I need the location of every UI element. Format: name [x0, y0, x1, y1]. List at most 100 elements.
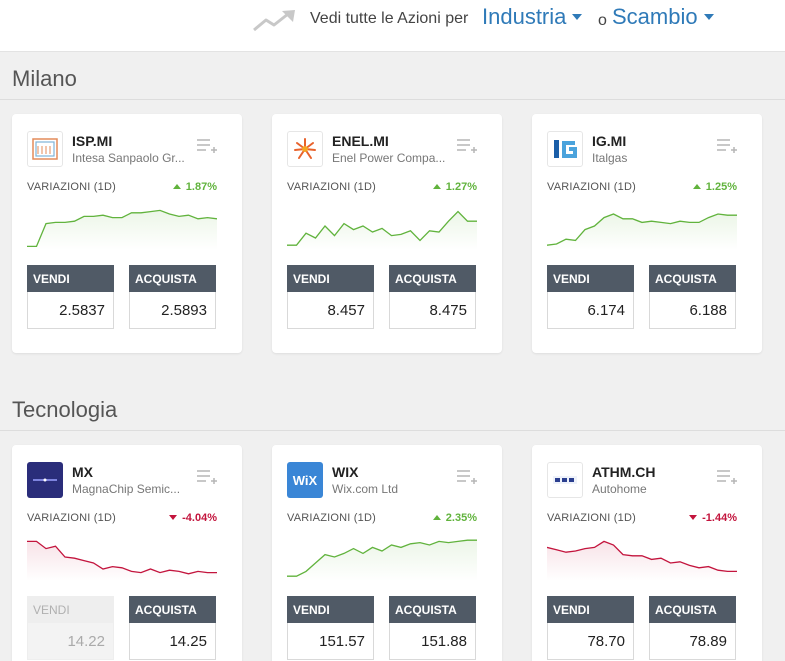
buy-button[interactable]: ACQUISTA 6.188 — [649, 265, 736, 329]
buy-button[interactable]: ACQUISTA 2.5893 — [129, 265, 216, 329]
instrument-card[interactable]: IG.MI Italgas VARIAZIONI (1D) 1.25% VEND… — [532, 114, 762, 353]
change-value: 1.27% — [445, 181, 477, 193]
sell-label: VENDI — [287, 265, 374, 292]
chevron-down-icon — [703, 14, 714, 21]
triangle-up-icon — [692, 183, 701, 189]
buy-label: ACQUISTA — [389, 265, 476, 292]
instrument-symbol[interactable]: ENEL.MI — [332, 133, 389, 149]
triangle-down-icon — [689, 514, 698, 520]
buy-button[interactable]: ACQUISTA 14.25 — [129, 596, 216, 660]
sell-label: VENDI — [547, 265, 634, 292]
change-percent: 1.87% — [172, 181, 217, 193]
industry-dropdown-label: Industria — [482, 4, 567, 29]
sell-button[interactable]: VENDI 8.457 — [287, 265, 374, 329]
company-name: Wix.com Ltd — [332, 482, 399, 496]
instrument-card[interactable]: WiX WIX Wix.com Ltd VARIAZIONI (1D) 2.35… — [272, 445, 502, 661]
italgas-logo — [547, 131, 583, 167]
instrument-card[interactable]: ENEL.MI Enel Power Compa... VARIAZIONI (… — [272, 114, 502, 353]
change-label: VARIAZIONI (1D) — [27, 512, 116, 524]
add-to-watchlist-icon[interactable] — [196, 469, 218, 485]
sparkline-chart — [27, 209, 217, 250]
industry-dropdown[interactable]: Industria — [482, 4, 583, 30]
buy-button[interactable]: ACQUISTA 151.88 — [389, 596, 476, 660]
instrument-symbol[interactable]: IG.MI — [592, 133, 627, 149]
isp-logo — [27, 131, 63, 167]
buy-label: ACQUISTA — [129, 596, 216, 623]
sparkline-chart — [287, 539, 477, 581]
exchange-dropdown[interactable]: Scambio — [612, 4, 714, 30]
instrument-symbol[interactable]: MX — [72, 464, 93, 480]
sparkline-line — [287, 539, 477, 577]
sparkline-area — [287, 211, 477, 250]
buy-label: ACQUISTA — [649, 596, 736, 623]
triangle-up-icon — [432, 183, 441, 189]
buy-price: 8.475 — [389, 292, 476, 329]
sell-price: 2.5837 — [27, 292, 114, 329]
buy-price: 14.25 — [129, 623, 216, 660]
company-name: MagnaChip Semic... — [72, 482, 181, 496]
add-to-watchlist-icon[interactable] — [716, 469, 738, 485]
instrument-card[interactable]: ATHM.CH Autohome VARIAZIONI (1D) -1.44% … — [532, 445, 762, 661]
or-text: o — [598, 12, 607, 29]
instrument-symbol[interactable]: ISP.MI — [72, 133, 113, 149]
sell-button[interactable]: VENDI 78.70 — [547, 596, 634, 660]
add-to-watchlist-icon[interactable] — [456, 138, 478, 154]
sparkline-line — [547, 540, 737, 573]
buy-button[interactable]: ACQUISTA 78.89 — [649, 596, 736, 660]
section-divider — [0, 430, 785, 431]
sell-price: 78.70 — [547, 623, 634, 660]
add-to-watchlist-icon[interactable] — [716, 138, 738, 154]
sell-label: VENDI — [27, 265, 114, 292]
section-title-tecnologia: Tecnologia — [12, 397, 118, 422]
wix-logo: WiX — [287, 462, 323, 498]
sparkline-chart — [547, 540, 737, 581]
sell-label: VENDI — [287, 596, 374, 623]
add-to-watchlist-icon[interactable] — [456, 469, 478, 485]
buy-label: ACQUISTA — [129, 265, 216, 292]
top-filter-bar: Vedi tutte le Azioni per Industria o Sca… — [0, 0, 785, 52]
buy-label: ACQUISTA — [389, 596, 476, 623]
exchange-dropdown-label: Scambio — [612, 4, 698, 29]
instrument-card[interactable]: ISP.MI Intesa Sanpaolo Gr... VARIAZIONI … — [12, 114, 242, 353]
instrument-symbol[interactable]: WIX — [332, 464, 359, 480]
sell-button[interactable]: VENDI 151.57 — [287, 596, 374, 660]
sell-button[interactable]: VENDI 6.174 — [547, 265, 634, 329]
change-label: VARIAZIONI (1D) — [27, 181, 116, 193]
sparkline-area — [547, 214, 737, 250]
trend-up-icon — [253, 10, 295, 32]
change-value: -1.44% — [702, 512, 737, 524]
sell-button[interactable]: VENDI 2.5837 — [27, 265, 114, 329]
sparkline-line — [27, 209, 217, 248]
sparkline-chart — [287, 210, 477, 250]
enel-logo — [287, 131, 323, 167]
buy-price: 2.5893 — [129, 292, 216, 329]
change-percent: -4.04% — [169, 512, 217, 524]
section-divider — [0, 99, 785, 100]
triangle-up-icon — [172, 183, 181, 189]
sell-price: 14.22 — [27, 623, 114, 660]
buy-button[interactable]: ACQUISTA 8.475 — [389, 265, 476, 329]
sparkline-line — [287, 210, 477, 246]
sell-label: VENDI — [27, 596, 114, 623]
change-percent: -1.44% — [689, 512, 737, 524]
chevron-down-icon — [572, 14, 583, 21]
instrument-card[interactable]: MX MagnaChip Semic... VARIAZIONI (1D) -4… — [12, 445, 242, 661]
add-to-watchlist-icon[interactable] — [196, 138, 218, 154]
sparkline-area — [287, 540, 477, 581]
change-value: 1.87% — [185, 181, 217, 193]
change-label: VARIAZIONI (1D) — [547, 181, 636, 193]
sell-button: VENDI 14.22 — [27, 596, 114, 660]
buy-price: 6.188 — [649, 292, 736, 329]
sparkline-line — [547, 213, 737, 246]
sell-price: 151.57 — [287, 623, 374, 660]
change-label: VARIAZIONI (1D) — [547, 512, 636, 524]
company-name: Intesa Sanpaolo Gr... — [72, 151, 185, 165]
buy-price: 78.89 — [649, 623, 736, 660]
change-percent: 1.27% — [432, 181, 477, 193]
sparkline-line — [27, 540, 217, 575]
instrument-symbol[interactable]: ATHM.CH — [592, 464, 656, 480]
sparkline-area — [27, 541, 217, 581]
sell-price: 6.174 — [547, 292, 634, 329]
section-title-milano: Milano — [12, 66, 77, 91]
sparkline-chart — [27, 540, 217, 581]
